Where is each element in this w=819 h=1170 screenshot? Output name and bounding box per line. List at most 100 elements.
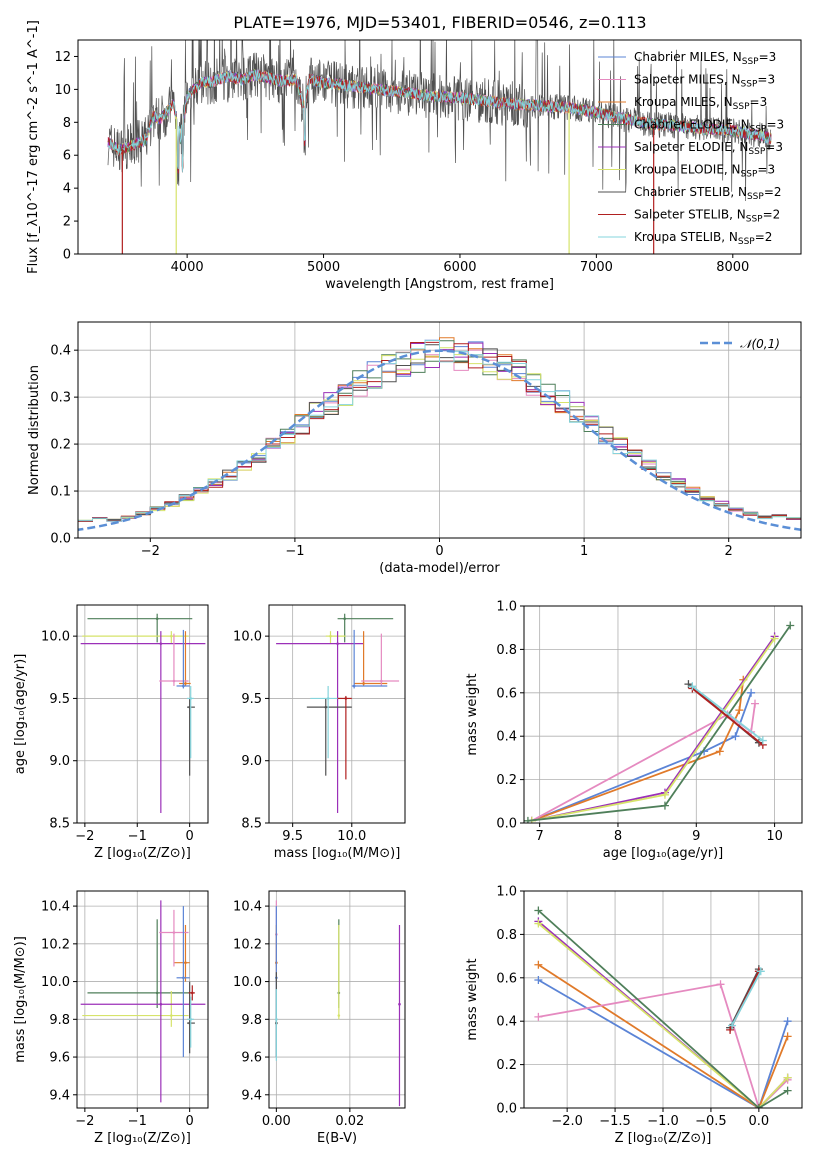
point-salpeter_elodie bbox=[398, 1002, 401, 1006]
spectrum-line-kroupa_stelib bbox=[107, 69, 772, 173]
y-tick-label: 0.2 bbox=[496, 773, 517, 788]
x-axis-label: Z [log₁₀(Z/Z⊙)] bbox=[94, 846, 191, 861]
weight-marker-kroupa_miles bbox=[534, 960, 543, 969]
y-tick-label: 10.0 bbox=[233, 975, 262, 990]
axes-weight_vs_age: 7 8 9 10 0.0 0.2 0.4 0.6 0.8 1.0 age [log₁₀(age/yr… bbox=[465, 600, 803, 861]
x-tick-label: 0.00 bbox=[262, 1114, 291, 1129]
weight-marker-kroupa_miles bbox=[783, 1032, 792, 1041]
y-tick-label: 0.0 bbox=[50, 532, 71, 547]
axes-frame bbox=[76, 890, 209, 1109]
weight-line-salpeter_stelib bbox=[691, 687, 764, 746]
point-salpeter_elodie bbox=[159, 642, 163, 645]
legend-label: Kroupa ELODIE, NSSP=3 bbox=[634, 163, 775, 180]
y-tick-label: 8.5 bbox=[241, 817, 262, 832]
weight-marker-chabrier_elodie bbox=[534, 906, 543, 915]
x-tick-label: 5000 bbox=[307, 260, 340, 275]
y-tick-label: 9.4 bbox=[49, 1088, 70, 1103]
y-tick-label: 9.0 bbox=[49, 754, 70, 769]
y-tick-label: 0.2 bbox=[496, 1058, 517, 1073]
axes-frame bbox=[77, 39, 802, 255]
weight-marker-chabrier_miles bbox=[747, 688, 756, 697]
weight-marker-salpeter_stelib bbox=[726, 1025, 735, 1034]
weight-marker-chabrier_elodie bbox=[783, 1086, 792, 1095]
x-tick-label: 6000 bbox=[443, 260, 476, 275]
x-tick-label: −1 bbox=[128, 829, 147, 844]
x-axis-label: Z [log₁₀(Z/Z⊙)] bbox=[94, 1131, 191, 1146]
point-salpeter_stelib bbox=[344, 697, 348, 700]
x-axis-label: wavelength [Angstrom, rest frame] bbox=[325, 277, 554, 292]
x-tick-label: 7 bbox=[536, 829, 544, 844]
weight-marker-chabrier_miles bbox=[783, 1017, 792, 1026]
x-tick-label: −2 bbox=[141, 544, 160, 559]
legend-label: Chabrier MILES, NSSP=3 bbox=[634, 50, 776, 67]
x-tick-label: −2 bbox=[75, 829, 94, 844]
y-tick-label: 9.8 bbox=[241, 1013, 262, 1028]
legend-label: Salpeter STELIB, NSSP=2 bbox=[634, 208, 780, 225]
weight-marker-kroupa_stelib bbox=[728, 1021, 737, 1030]
weight-marker-salpeter_miles bbox=[751, 699, 760, 708]
y-tick-label: 9.8 bbox=[49, 1013, 70, 1028]
point-chabrier_elodie bbox=[155, 617, 159, 621]
axes-residuals: −2 −1 0 1 2 0.0 0.1 0.2 0.3 0.4 (data-model)/error… bbox=[27, 321, 802, 576]
y-axis-label: mass weight bbox=[465, 958, 480, 1040]
axes-weight_vs_Z: −2.0 −1.5 −1.0 −0.5 0.0 0.0 0.2 0.4 0.6 0.8 1.0 Z [… bbox=[465, 885, 803, 1146]
y-tick-label: 0.2 bbox=[50, 438, 71, 453]
y-tick-label: 0.4 bbox=[496, 730, 517, 745]
y-tick-label: 10.0 bbox=[41, 630, 70, 645]
y-tick-label: 0.1 bbox=[50, 485, 71, 500]
x-tick-label: 8 bbox=[614, 829, 622, 844]
x-tick-label: −0.5 bbox=[695, 1114, 727, 1129]
y-tick-label: 12 bbox=[54, 50, 71, 65]
y-tick-label: 4 bbox=[63, 182, 71, 197]
y-tick-label: 0.0 bbox=[496, 817, 517, 832]
weight-marker-kroupa_elodie bbox=[783, 1073, 792, 1082]
point-salpeter_miles bbox=[172, 679, 176, 683]
x-tick-label: −1 bbox=[128, 1114, 147, 1129]
axes-frame bbox=[268, 890, 406, 1109]
weight-line-kroupa_stelib bbox=[691, 685, 764, 742]
y-tick-label: 10.2 bbox=[41, 937, 70, 952]
y-tick-label: 0.3 bbox=[50, 391, 71, 406]
y-axis-label: mass [log₁₀(M/M⊙)] bbox=[13, 936, 28, 1063]
y-tick-label: 9.5 bbox=[49, 692, 70, 707]
y-tick-label: 9.6 bbox=[241, 1051, 262, 1066]
x-tick-label: 0.02 bbox=[335, 1114, 364, 1129]
y-tick-label: 2 bbox=[63, 215, 71, 230]
weight-marker-kroupa_stelib bbox=[758, 736, 767, 745]
y-tick-label: 1.0 bbox=[496, 600, 517, 615]
point-kroupa_stelib bbox=[275, 1018, 278, 1021]
weight-line-chabrier_miles bbox=[531, 692, 752, 822]
weight-marker-kroupa_miles bbox=[735, 706, 744, 715]
point-chabrier_elodie bbox=[155, 991, 159, 995]
x-axis-label: (data-model)/error bbox=[379, 561, 500, 576]
x-tick-label: −1 bbox=[285, 544, 304, 559]
y-tick-label: 9.0 bbox=[241, 754, 262, 769]
plot-area bbox=[80, 900, 206, 1103]
axes-frame bbox=[76, 604, 209, 824]
plot-area bbox=[80, 613, 206, 814]
y-tick-label: 10.0 bbox=[233, 630, 262, 645]
spectrum-line-chabrier_elodie bbox=[107, 68, 772, 173]
weight-marker-chabrier_elodie bbox=[660, 801, 669, 810]
point-kroupa_elodie bbox=[170, 634, 173, 638]
x-axis-label: Z [log₁₀(Z/Z⊙)] bbox=[615, 1131, 712, 1146]
legend-label: Chabrier STELIB, NSSP=2 bbox=[634, 185, 782, 202]
point-kroupa_stelib bbox=[189, 1018, 193, 1021]
weight-marker-kroupa_elodie bbox=[660, 790, 669, 799]
point-kroupa_elodie bbox=[337, 1014, 341, 1017]
y-tick-label: 0.6 bbox=[496, 686, 517, 701]
y-tick-label: 10 bbox=[54, 83, 71, 98]
point-chabrier_miles bbox=[182, 976, 185, 980]
spectrum-legend: Chabrier MILES, NSSP=3 Salpeter MILES, NS… bbox=[598, 50, 784, 247]
y-axis-label: Normed distribution bbox=[27, 365, 42, 495]
y-tick-label: 10.4 bbox=[41, 900, 70, 915]
plot-area bbox=[524, 621, 795, 823]
axes-frame bbox=[268, 604, 406, 824]
axes-mass_vs_ebv: 0.00 0.02 9.4 9.6 9.8 10.0 10.2 10.4 E(B-V) bbox=[233, 890, 406, 1146]
point-salpeter_stelib bbox=[190, 991, 194, 995]
x-tick-label: −1.0 bbox=[647, 1114, 679, 1129]
legend-label: Salpeter MILES, NSSP=3 bbox=[634, 73, 775, 90]
y-tick-label: 9.6 bbox=[49, 1051, 70, 1066]
x-axis-label: mass [log₁₀(M/M⊙)] bbox=[274, 846, 401, 861]
